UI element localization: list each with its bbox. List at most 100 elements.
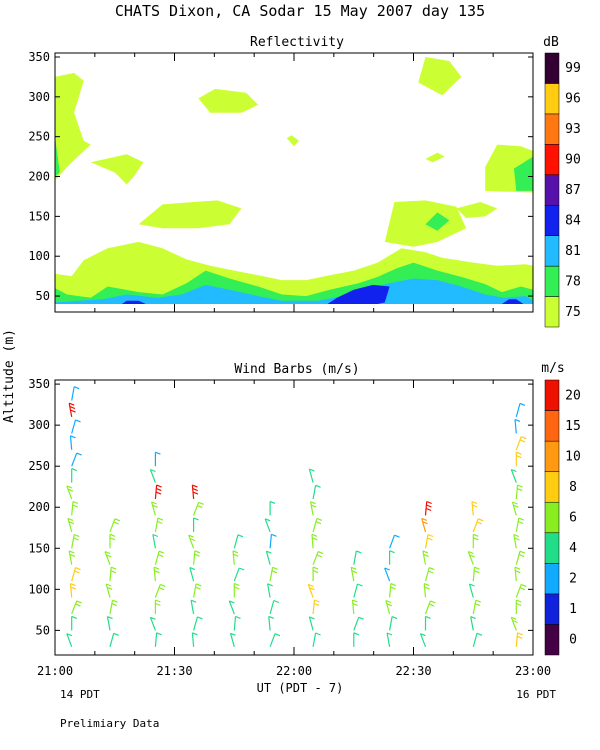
wind-barb-shaft (515, 403, 521, 418)
wind-colorbar-swatch (544, 440, 560, 472)
wind-barb-feather (514, 566, 521, 570)
wind-barb-feather (274, 633, 281, 637)
wind-barb-shaft (105, 583, 111, 598)
wind-barb-feather (74, 570, 80, 574)
wind-barb-shaft (68, 550, 73, 565)
wind-barb-feather (235, 615, 241, 619)
reflectivity-contour-84 (327, 284, 390, 304)
wind-xtick-label: 23:00 (515, 664, 551, 678)
wind-barb-shaft (154, 632, 158, 647)
wind-barb-feather (513, 504, 519, 508)
wind-barb-feather (426, 504, 432, 508)
wind-colorbar: 0 1 2 4 6 8 10 15 20 (544, 379, 581, 656)
wind-barb-feather (473, 570, 480, 574)
wind-ytick-label: 150 (28, 541, 50, 555)
wind-barb-feather (310, 504, 317, 508)
wind-barb-shaft (152, 534, 156, 549)
wind-barb-shaft (71, 534, 75, 549)
wind-barb-shaft (269, 567, 274, 582)
reflectivity-colorbar-swatch (544, 296, 560, 328)
wind-barb-feather (195, 583, 202, 587)
wind-colorbar-swatch (544, 501, 560, 534)
reflectivity-colorbar-swatch (544, 174, 560, 206)
wind-barb-shaft (513, 534, 517, 549)
wind-barb-feather (473, 533, 479, 537)
wind-barb-feather (106, 586, 113, 590)
wind-colorbar-label: 2 (569, 572, 577, 587)
wind-barb-feather (315, 521, 322, 525)
wind-barb-feather (519, 402, 526, 406)
wind-barb-shaft (515, 551, 521, 565)
wind-y-ticks: 50 100 150 200 250 300 350 (28, 377, 533, 637)
wind-barb-feather (317, 551, 324, 555)
wind-barb-feather (194, 550, 201, 554)
reflectivity-colorbar-swatch (544, 144, 560, 176)
wind-barb-feather (155, 599, 161, 603)
reflectivity-contour-75 (138, 200, 242, 229)
wind-barb-feather (107, 616, 113, 620)
wind-barb-shaft (66, 633, 73, 648)
wind-barb-feather (76, 452, 82, 456)
wind-barb-feather (384, 567, 390, 571)
wind-barb-feather (73, 533, 80, 538)
wind-barb-feather (316, 517, 323, 521)
wind-barb-shaft (109, 600, 114, 615)
wind-barb-shaft (515, 517, 520, 533)
reflectivity-colorbar-swatch (544, 83, 560, 115)
wind-colorbar-swatch (544, 532, 560, 564)
wind-barb-feather (514, 537, 520, 541)
wind-barb-feather (514, 418, 521, 422)
wind-barb-feather (516, 488, 523, 492)
wind-barb-shaft (68, 403, 73, 418)
wind-barb-shaft (190, 600, 195, 615)
wind-barb-feather (109, 533, 116, 537)
wind-colorbar-swatch (544, 563, 560, 595)
wind-barb-shaft (312, 518, 318, 533)
wind-barb-feather (428, 567, 435, 571)
wind-barb-feather (70, 583, 76, 587)
wind-barb-feather (394, 534, 400, 538)
wind-barb-feather (266, 550, 272, 554)
wind-barb-shaft (472, 633, 478, 647)
wind-barb-feather (234, 586, 240, 590)
reflectivity-contour-84 (501, 299, 524, 304)
wind-barb-feather (309, 616, 315, 620)
wind-barb-shaft (232, 550, 235, 565)
wind-barb-shaft (154, 551, 160, 565)
y-axis-label: Altitude (m) (2, 329, 17, 423)
wind-barb-feather (109, 537, 116, 541)
wind-barb-shaft (269, 600, 275, 615)
wind-barb-feather (73, 386, 80, 390)
wind-barb-shaft (424, 534, 429, 549)
wind-barb-feather (311, 537, 318, 541)
reflectivity-colorbar-swatch (544, 52, 560, 84)
wind-colorbar-label: 4 (569, 541, 577, 556)
wind-barb-feather (312, 566, 319, 570)
x-axis-label: UT (PDT - 7) (257, 681, 344, 695)
wind-barb-shaft (233, 567, 240, 582)
wind-barb-feather (391, 616, 398, 620)
wind-barb-shaft (104, 551, 111, 565)
wind-barb-shaft (71, 501, 74, 516)
wind-barb-feather (471, 500, 478, 505)
wind-barb-shaft (154, 584, 161, 598)
wind-barb-feather (516, 635, 523, 639)
wind-barb-shaft (515, 436, 522, 451)
reflectivity-regions (55, 57, 533, 304)
wind-barb-shaft (228, 600, 235, 615)
wind-barb-shaft (312, 485, 317, 500)
wind-colorbar-label: 0 (569, 633, 577, 648)
wind-barb-shaft (191, 632, 195, 647)
wind-barb-shaft (351, 599, 355, 615)
wind-barb-feather (68, 550, 75, 554)
wind-barb-feather (66, 633, 73, 637)
wind-barb-feather (237, 534, 244, 538)
reflectivity-colorbar-label: 78 (565, 274, 581, 289)
wind-barb-feather (515, 570, 521, 574)
local-time-right: 16 PDT (516, 688, 556, 701)
wind-barb-shaft (472, 567, 476, 582)
wind-barb-feather (72, 504, 78, 508)
wind-barb-shaft (424, 501, 428, 516)
wind-barb-feather (428, 570, 434, 574)
